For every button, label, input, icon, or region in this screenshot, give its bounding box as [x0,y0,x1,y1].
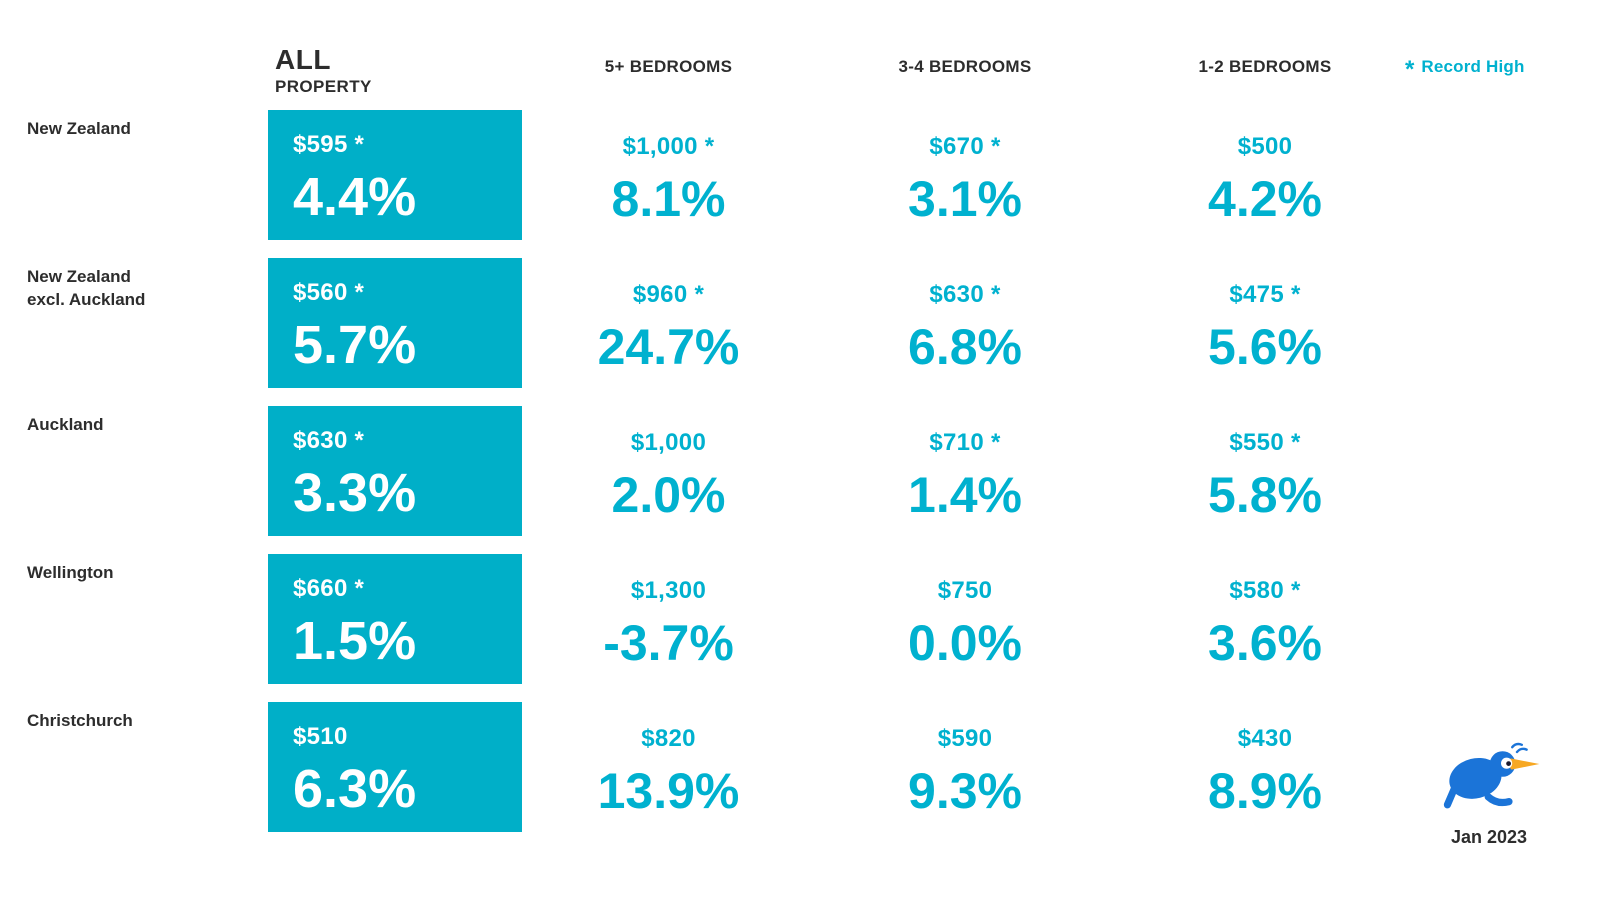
price-value: $660 * [293,575,365,602]
row-label-wellington: Wellington [27,563,114,582]
column-header-5plus-bedrooms: 5+ BEDROOMS [604,57,733,76]
pct-value: 4.2% [1208,171,1322,227]
all-property-title: ALL [275,44,331,75]
column-header-3-4-bedrooms: 3-4 BEDROOMS [898,57,1032,76]
price-value: $580 * [1229,577,1301,604]
price-value: $550 * [1229,429,1301,456]
cell-nz-all-property: $595 * 4.4% [268,110,522,240]
record-high-label: Record High [1421,57,1525,76]
cell-wlg-5plus-bedrooms: $1,300 -3.7% [522,554,815,702]
cell-wlg-3-4-bedrooms: $750 0.0% [815,554,1115,702]
cell-wlg-1-2-bedrooms: $580 * 3.6% [1115,554,1415,702]
cell-akl-3-4-bedrooms: $710 * 1.4% [815,406,1115,554]
date-label: Jan 2023 [1450,827,1528,847]
pct-value: 24.7% [597,319,740,375]
cell-nz-3-4-bedrooms: $670 * 3.1% [815,110,1115,258]
row-label-auckland: Auckland [27,415,104,434]
pct-value: 9.3% [908,763,1022,819]
pct-value: 3.3% [293,463,417,523]
pct-value: 6.3% [293,759,417,819]
cell-akl-5plus-bedrooms: $1,000 2.0% [522,406,815,554]
all-property-subtitle: PROPERTY [275,77,372,96]
kiwi-bird-icon [1436,740,1542,825]
pct-value: 3.6% [1208,615,1322,671]
column-header-all-property: ALL PROPERTY [268,0,522,110]
price-value: $510 [293,723,348,750]
pct-value: 3.1% [908,171,1022,227]
row-label-new-zealand: New Zealand [27,119,131,138]
price-value: $1,300 [630,577,707,604]
price-value: $750 [937,577,993,604]
pct-value: 2.0% [611,467,726,523]
price-value: $560 * [293,279,365,306]
cell-nzxa-5plus-bedrooms: $960 * 24.7% [522,258,815,406]
pct-value: 1.5% [293,611,417,671]
price-value: $1,000 * [622,133,715,160]
asterisk-icon: * [1405,56,1415,83]
row-label-nz-excl-auckland: New Zealand excl. Auckland [27,267,146,310]
pct-value: 8.1% [611,171,726,227]
pct-value: 8.9% [1208,763,1322,819]
cell-chc-5plus-bedrooms: $820 13.9% [522,702,815,850]
price-value: $630 * [293,427,365,454]
price-value: $960 * [632,281,705,308]
cell-chc-1-2-bedrooms: $430 8.9% [1115,702,1415,850]
price-value: $500 [1237,133,1293,160]
row-label-christchurch: Christchurch [27,711,133,730]
cell-nz-1-2-bedrooms: $500 4.2% [1115,110,1415,258]
footer: Jan 2023 [1436,740,1542,848]
cell-wlg-all-property: $660 * 1.5% [268,554,522,684]
cell-akl-1-2-bedrooms: $550 * 5.8% [1115,406,1415,554]
pct-value: 6.8% [908,319,1022,375]
pct-value: 0.0% [908,615,1022,671]
cell-chc-all-property: $510 6.3% [268,702,522,832]
column-header-1-2-bedrooms: 1-2 BEDROOMS [1198,57,1332,76]
cell-akl-all-property: $630 * 3.3% [268,406,522,536]
pct-value: -3.7% [603,615,734,671]
record-high-legend: * Record High [1405,0,1600,110]
pct-value: 13.9% [597,763,740,819]
price-value: $630 * [929,281,1001,308]
pct-value: 5.7% [293,315,417,375]
cell-nzxa-1-2-bedrooms: $475 * 5.6% [1115,258,1415,406]
cell-nzxa-3-4-bedrooms: $630 * 6.8% [815,258,1115,406]
price-value: $430 [1237,725,1293,752]
pct-value: 1.4% [908,467,1022,523]
price-value: $710 * [929,429,1001,456]
cell-nz-5plus-bedrooms: $1,000 * 8.1% [522,110,815,258]
pct-value: 5.6% [1208,319,1322,375]
price-value: $670 * [929,133,1001,160]
price-value: $820 [641,725,696,752]
pct-value: 5.8% [1208,467,1322,523]
price-value: $1,000 [630,429,707,456]
price-value: $475 * [1229,281,1301,308]
price-value: $590 [937,725,993,752]
cell-chc-3-4-bedrooms: $590 9.3% [815,702,1115,850]
cell-nzxa-all-property: $560 * 5.7% [268,258,522,388]
pct-value: 4.4% [293,167,417,227]
price-value: $595 * [293,131,365,158]
